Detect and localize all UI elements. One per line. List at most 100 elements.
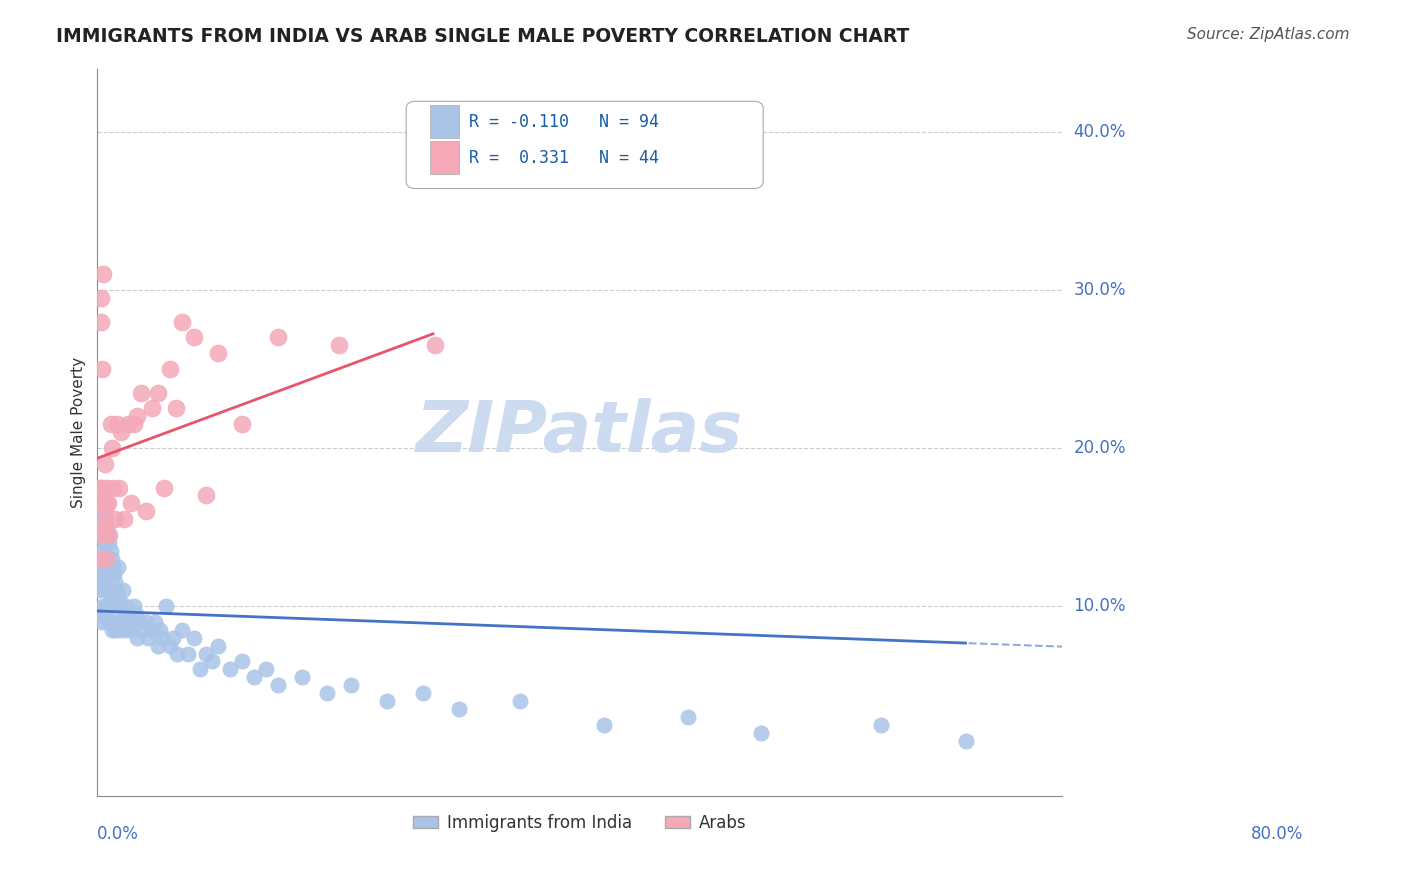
Point	[96, 481, 118, 495]
Point	[231, 417, 253, 432]
Point	[129, 385, 152, 400]
Point	[423, 338, 446, 352]
Point	[112, 607, 135, 621]
Point	[101, 623, 124, 637]
Point	[93, 559, 115, 574]
Point	[98, 528, 121, 542]
Point	[955, 733, 977, 747]
Point	[152, 631, 174, 645]
Point	[97, 528, 120, 542]
Point	[593, 717, 616, 731]
Point	[90, 512, 112, 526]
Point	[110, 425, 132, 440]
Point	[117, 607, 139, 621]
Text: IMMIGRANTS FROM INDIA VS ARAB SINGLE MALE POVERTY CORRELATION CHART: IMMIGRANTS FROM INDIA VS ARAB SINGLE MAL…	[56, 27, 910, 45]
Point	[128, 615, 150, 629]
Point	[108, 591, 131, 606]
Point	[107, 615, 129, 629]
Text: 0.0%: 0.0%	[97, 825, 139, 843]
Legend: Immigrants from India, Arabs: Immigrants from India, Arabs	[406, 807, 752, 838]
Point	[101, 551, 124, 566]
Y-axis label: Single Male Poverty: Single Male Poverty	[72, 357, 86, 508]
Point	[98, 536, 121, 550]
Point	[678, 710, 700, 724]
Point	[120, 496, 142, 510]
Point	[93, 457, 115, 471]
Point	[96, 559, 118, 574]
Point	[870, 717, 893, 731]
Point	[115, 599, 138, 613]
Point	[188, 662, 211, 676]
Point	[117, 417, 139, 432]
Point	[194, 488, 217, 502]
Point	[104, 575, 127, 590]
Point	[127, 409, 149, 424]
Point	[120, 623, 142, 637]
Point	[207, 346, 229, 360]
Point	[91, 543, 114, 558]
Point	[118, 615, 141, 629]
Point	[110, 623, 132, 637]
Text: 80.0%: 80.0%	[1251, 825, 1303, 843]
Point	[146, 639, 169, 653]
Point	[509, 694, 531, 708]
Point	[231, 655, 253, 669]
Point	[94, 551, 117, 566]
Point	[90, 559, 112, 574]
Point	[93, 528, 115, 542]
Point	[143, 615, 166, 629]
Point	[412, 686, 434, 700]
Point	[166, 647, 188, 661]
FancyBboxPatch shape	[430, 105, 460, 137]
Point	[136, 631, 159, 645]
Point	[107, 559, 129, 574]
Point	[101, 559, 124, 574]
Text: 30.0%: 30.0%	[1073, 281, 1126, 299]
Point	[104, 623, 127, 637]
Point	[90, 314, 112, 328]
Point	[91, 575, 114, 590]
Point	[94, 512, 117, 526]
Point	[100, 417, 122, 432]
Point	[93, 267, 115, 281]
Point	[90, 607, 112, 621]
Point	[94, 496, 117, 510]
Point	[201, 655, 224, 669]
Point	[87, 551, 110, 566]
Point	[101, 583, 124, 598]
Point	[90, 291, 112, 305]
Point	[101, 441, 124, 455]
Point	[103, 567, 125, 582]
Point	[127, 631, 149, 645]
Point	[94, 551, 117, 566]
Point	[243, 670, 266, 684]
Point	[104, 512, 127, 526]
Point	[96, 607, 118, 621]
Point	[291, 670, 314, 684]
Text: Source: ZipAtlas.com: Source: ZipAtlas.com	[1187, 27, 1350, 42]
Point	[93, 504, 115, 518]
Point	[94, 599, 117, 613]
Point	[146, 385, 169, 400]
Point	[101, 481, 124, 495]
Point	[135, 504, 157, 518]
Point	[89, 481, 111, 495]
Point	[141, 623, 163, 637]
Point	[177, 647, 200, 661]
Text: 40.0%: 40.0%	[1073, 123, 1126, 141]
Point	[267, 678, 290, 692]
Text: R =  0.331   N = 44: R = 0.331 N = 44	[468, 149, 659, 167]
Point	[97, 615, 120, 629]
Point	[91, 615, 114, 629]
Text: 20.0%: 20.0%	[1073, 439, 1126, 457]
FancyBboxPatch shape	[430, 141, 460, 174]
Point	[91, 496, 114, 510]
Point	[375, 694, 398, 708]
Point	[96, 520, 118, 534]
Point	[105, 417, 128, 432]
Point	[122, 417, 145, 432]
Point	[165, 401, 187, 416]
Point	[91, 481, 114, 495]
Point	[100, 591, 122, 606]
Point	[114, 623, 136, 637]
